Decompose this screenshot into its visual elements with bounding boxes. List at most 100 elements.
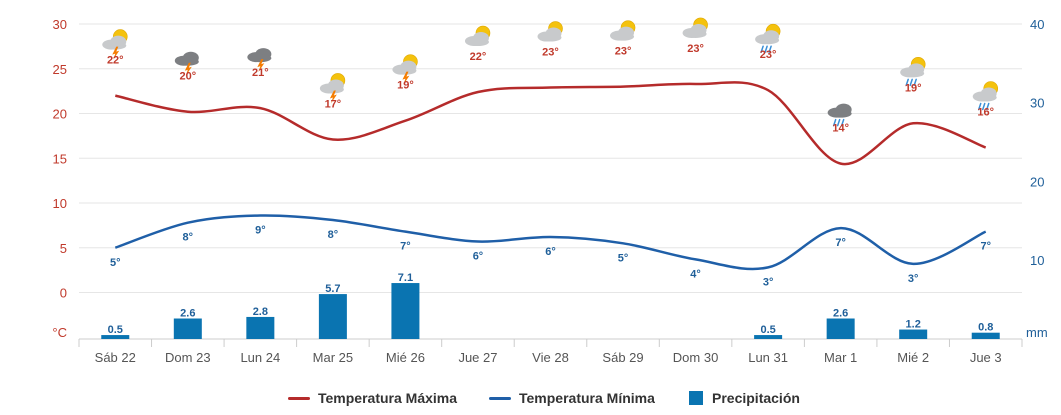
precipitation-bars [101, 283, 1000, 339]
max-temp-label: 17° [325, 98, 342, 110]
max-temp-label: 22° [107, 55, 124, 67]
precipitation-bar[interactable] [101, 335, 130, 339]
grid-lines [79, 23, 1022, 340]
sun-cloud-icon [682, 17, 708, 38]
precipitation-bar[interactable] [754, 335, 783, 339]
legend-precip-swatch [689, 391, 703, 405]
min-temp-label: 3° [908, 273, 919, 285]
right-axis-tick: 10 [1030, 253, 1044, 268]
sun-cloud-icon [537, 21, 563, 42]
min-temp-label: 6° [473, 250, 484, 262]
max-temp-label: 23° [542, 47, 559, 59]
max-temp-label: 14° [832, 123, 849, 135]
min-temp-label: 7° [835, 237, 846, 249]
sun-cloud-storm-icon [392, 54, 418, 85]
left-axis-tick: 20 [53, 107, 67, 122]
x-tick-label: Jue 27 [458, 350, 497, 365]
precipitation-label: 0.5 [760, 324, 775, 336]
precipitation-label: 0.8 [978, 322, 993, 334]
right-axis-tick: 40 [1030, 17, 1044, 32]
legend: Temperatura Máxima Temperatura Mínima Pr… [0, 386, 1061, 410]
precipitation-bar[interactable] [391, 283, 420, 339]
min-temp-label: 9° [255, 225, 266, 237]
data-labels: 0.5 2.6 2.8 5.7 7.1 0.5 2.6 1.2 0.8 5° 8° 9° 8° 7° 6° 6… [107, 43, 994, 336]
sun-cloud-storm-icon [102, 29, 128, 60]
max-temp-label: 23° [615, 46, 632, 58]
max-temp-label: 16° [977, 107, 994, 119]
sun-cloud-icon [610, 20, 636, 41]
x-axis: Sáb 22 Dom 23 Lun 24 Mar 25 Mié 26 Jue 27 Vie … [78, 339, 1023, 365]
x-tick-label: Jue 3 [970, 350, 1002, 365]
sun-cloud-icon [464, 25, 491, 47]
min-temp-label: 6° [545, 246, 556, 258]
legend-max-swatch [288, 396, 310, 400]
max-temp-label: 21° [252, 67, 269, 79]
precipitation-label: 1.2 [906, 319, 921, 331]
precipitation-label: 0.5 [108, 324, 123, 336]
max-temp-line[interactable] [115, 81, 987, 166]
cloud-storm-icon [247, 48, 272, 73]
precipitation-label: 7.1 [398, 272, 413, 284]
left-axis-tick: 5 [60, 241, 67, 256]
max-temp-label: 22° [470, 51, 487, 63]
right-axis-unit: mm [1026, 325, 1048, 340]
legend-item-min[interactable]: Temperatura Mínima [489, 386, 655, 410]
min-temp-label: 7° [400, 241, 411, 253]
cloud-storm-icon [174, 51, 199, 76]
min-temp-label: 8° [183, 232, 194, 244]
legend-item-max[interactable]: Temperatura Máxima [288, 386, 457, 410]
x-tick-label: Lun 31 [748, 350, 788, 365]
min-temp-line[interactable] [114, 214, 987, 271]
precipitation-label: 2.8 [253, 306, 268, 318]
precipitation-label: 5.7 [325, 283, 340, 295]
min-temp-label: 7° [980, 241, 991, 253]
precipitation-label: 2.6 [833, 308, 848, 320]
x-tick-label: Sáb 22 [95, 350, 136, 365]
sun-cloud-storm-icon [319, 73, 346, 104]
sun-cloud-rain-icon [755, 23, 781, 53]
sun-cloud-rain-icon [900, 57, 926, 87]
x-tick-label: Mar 1 [824, 350, 857, 365]
x-tick-label: Mar 25 [313, 350, 353, 365]
left-axis-tick: 0 [60, 286, 67, 301]
right-axis: 40 30 20 10 mm [1026, 17, 1048, 340]
min-temp-label: 8° [328, 229, 339, 241]
legend-min-swatch [489, 396, 511, 400]
x-tick-label: Mié 26 [386, 350, 425, 365]
cloud-rain-icon [827, 103, 852, 127]
min-temp-label: 5° [110, 257, 121, 269]
legend-item-precip[interactable]: Precipitación [689, 386, 800, 410]
left-axis-tick: 30 [53, 17, 67, 32]
left-axis-unit: °C [52, 325, 67, 340]
min-temp-label: 4° [690, 268, 701, 280]
temperature-lines [114, 81, 987, 271]
max-temp-label: 23° [760, 49, 777, 61]
sun-cloud-rain-icon [972, 81, 999, 111]
precipitation-bar[interactable] [971, 332, 1000, 339]
min-temp-label: 3° [763, 276, 774, 288]
precipitation-bar[interactable] [173, 318, 202, 339]
x-tick-label: Lun 24 [240, 350, 280, 365]
legend-precip-label: Precipitación [712, 390, 800, 406]
x-tick-label: Mié 2 [897, 350, 929, 365]
precipitation-label: 2.6 [180, 308, 195, 320]
precipitation-bar[interactable] [318, 294, 347, 339]
max-temp-label: 20° [179, 71, 196, 83]
precipitation-bar[interactable] [246, 316, 275, 339]
left-axis: 30 25 20 15 10 5 0 °C [52, 17, 67, 340]
min-temp-label: 5° [618, 252, 629, 264]
left-axis-tick: 25 [53, 62, 67, 77]
right-axis-tick: 20 [1030, 174, 1044, 189]
legend-min-label: Temperatura Mínima [519, 390, 655, 406]
max-temp-label: 19° [905, 82, 922, 94]
max-temp-label: 23° [687, 43, 704, 55]
left-axis-tick: 10 [53, 196, 67, 211]
x-tick-label: Sáb 29 [602, 350, 643, 365]
max-temp-label: 19° [397, 80, 414, 92]
right-axis-tick: 30 [1030, 96, 1044, 111]
weather-icons [102, 17, 999, 127]
precipitation-bar[interactable] [826, 318, 855, 339]
x-tick-label: Dom 23 [165, 350, 211, 365]
precipitation-bar[interactable] [899, 329, 928, 339]
weather-chart: 30 25 20 15 10 5 0 °C 40 30 20 10 mm 0.5 2.6 2.8 5.7 7.… [52, 17, 1048, 365]
